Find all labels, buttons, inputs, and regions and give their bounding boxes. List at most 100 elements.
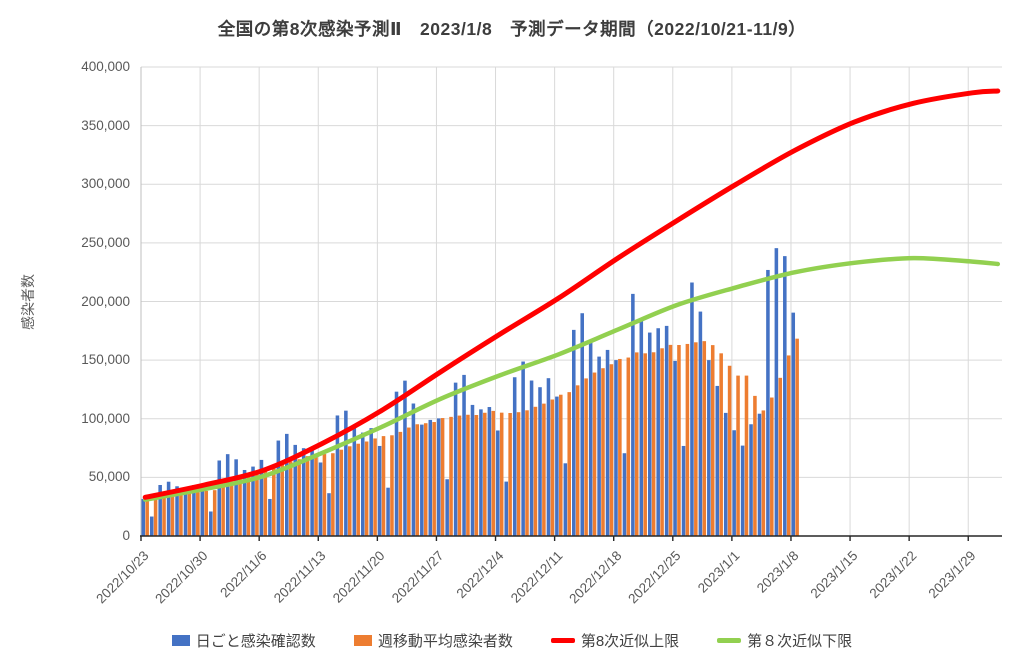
daily-cases-bar: [318, 462, 323, 536]
daily-cases-bar: [563, 463, 568, 536]
moving-average-bar: [449, 416, 453, 536]
moving-average-bar: [390, 435, 394, 536]
y-tick-label: 400,000: [81, 59, 130, 74]
legend-item-moving-average: 週移動平均感染者数: [353, 630, 513, 651]
daily-cases-bar: [673, 360, 677, 536]
daily-cases-bar: [149, 516, 154, 536]
daily-cases-bar: [555, 396, 559, 536]
daily-cases-bar: [504, 481, 509, 536]
daily-cases-bar: [276, 440, 281, 536]
moving-average-bar: [516, 412, 521, 536]
moving-average-bar: [601, 368, 605, 536]
moving-average-bar: [297, 459, 301, 536]
y-tick-label: 50,000: [88, 469, 130, 485]
daily-cases-bar: [707, 360, 711, 536]
moving-average-bar: [778, 377, 783, 536]
daily-cases-bar: [479, 409, 483, 536]
daily-cases-bar: [200, 489, 205, 536]
daily-cases-bar: [605, 349, 610, 536]
lower-limit-curve: [142, 255, 1001, 502]
moving-average-bar: [280, 464, 284, 536]
moving-average-bar: [761, 410, 766, 536]
daily-cases-bar: [715, 385, 720, 536]
moving-average-bar: [238, 478, 242, 536]
daily-cases-bar: [656, 328, 660, 536]
moving-average-bar: [753, 395, 757, 536]
moving-average-bar: [373, 438, 377, 536]
daily-cases-bar: [436, 418, 441, 536]
daily-cases-bar: [285, 433, 289, 536]
moving-average-bar: [246, 475, 251, 536]
daily-cases-bar: [783, 256, 787, 536]
daily-cases-bar: [572, 329, 576, 536]
daily-cases-bar: [487, 407, 492, 536]
daily-cases-bar: [453, 382, 458, 536]
moving-average-bar: [153, 496, 158, 536]
daily-cases-bar: [428, 419, 433, 536]
daily-cases-bar: [664, 325, 669, 536]
moving-average-bar: [736, 375, 740, 536]
moving-average-bar: [660, 348, 664, 536]
daily-cases-bar: [546, 378, 551, 536]
daily-cases-bar: [538, 387, 542, 536]
daily-cases-bar: [352, 426, 357, 536]
daily-cases-bar: [791, 312, 796, 536]
daily-cases-bar: [242, 469, 247, 536]
daily-cases-bar: [141, 498, 146, 536]
moving-average-bar: [592, 372, 597, 536]
daily-cases-bar: [209, 511, 213, 536]
daily-cases-bar: [740, 445, 745, 536]
legend-label-daily: 日ごと感染確認数: [195, 633, 316, 650]
moving-average-bar: [179, 493, 183, 536]
daily-cases-bar: [529, 380, 534, 536]
moving-average-bar: [626, 357, 631, 536]
moving-average-bar: [305, 456, 310, 536]
moving-average-bar: [364, 441, 369, 536]
moving-average-bar: [710, 345, 715, 536]
moving-average-bar: [491, 410, 496, 536]
moving-average-bar: [398, 431, 403, 536]
daily-cases-bar: [580, 313, 584, 536]
moving-average-bar: [584, 378, 588, 536]
daily-bar-swatch-icon: [171, 635, 190, 646]
moving-average-bar: [423, 423, 428, 536]
moving-average-bar: [702, 341, 707, 536]
daily-cases-bar: [631, 293, 635, 536]
moving-average-bar: [795, 338, 799, 536]
moving-average-bar: [331, 453, 335, 536]
daily-cases-bar: [166, 481, 171, 536]
y-tick-label: 350,000: [81, 117, 130, 133]
daily-cases-bar: [597, 356, 601, 536]
daily-cases-bar: [344, 410, 348, 536]
daily-cases-bar: [234, 459, 238, 536]
daily-cases-bar: [521, 361, 525, 536]
moving-average-bar: [651, 352, 656, 536]
moving-average-bar: [786, 355, 791, 536]
moving-average-bar: [145, 496, 149, 536]
daily-cases-bar: [394, 391, 399, 536]
daily-cases-bar: [732, 430, 736, 536]
moving-average-bar: [634, 352, 639, 536]
moving-average-bar: [229, 482, 234, 536]
legend-label-lower-limit: 第８次近似下限: [747, 633, 853, 650]
y-tick-label: 300,000: [81, 176, 130, 192]
moving-average-bar: [618, 358, 622, 536]
moving-average-bar: [407, 427, 411, 536]
moving-average-bar: [550, 399, 555, 536]
y-tick-label: 150,000: [81, 352, 130, 368]
daily-cases-bar: [293, 444, 297, 536]
daily-cases-bar: [411, 403, 416, 536]
moving-average-bar: [255, 473, 259, 536]
daily-cases-bar: [360, 432, 365, 536]
moving-average-bar: [339, 449, 344, 536]
moving-average-bar: [314, 453, 318, 536]
daily-cases-bar: [158, 484, 162, 536]
moving-average-bar: [499, 412, 504, 536]
daily-cases-bar: [647, 332, 652, 536]
moving-average-bar: [212, 490, 217, 536]
moving-average-bar: [221, 486, 225, 536]
legend-label-upper-limit: 第8次近似上限: [580, 633, 680, 650]
moving-average-bar: [770, 397, 774, 536]
daily-cases-bar: [512, 377, 517, 536]
moving-average-bar: [694, 342, 698, 536]
